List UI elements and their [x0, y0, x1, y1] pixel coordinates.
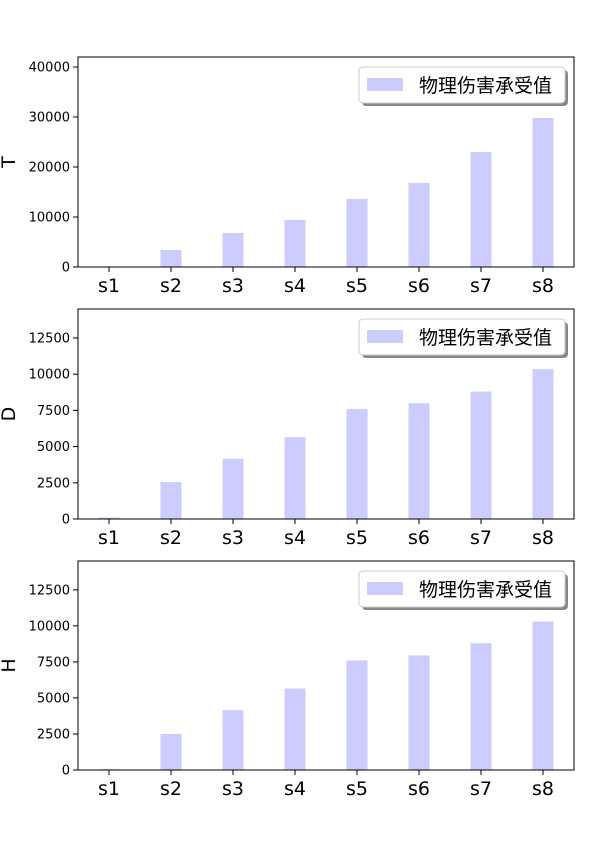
- y-tick-label: 7500: [37, 404, 70, 419]
- y-tick-label: 40000: [29, 61, 70, 76]
- bar-s3: [222, 710, 244, 770]
- x-tick-label: s6: [408, 778, 430, 800]
- chart-panel-2: 0 2500 5000 7500 10000 12500 s1 s2 s3 s4 s5 s6 s7 s8 D…: [0, 308, 575, 549]
- y-tick-label: 0: [62, 764, 70, 779]
- x-tick-label: s7: [470, 275, 492, 297]
- x-tick-label: s5: [346, 275, 368, 297]
- x-tick-label: s3: [222, 275, 244, 297]
- x-tick-label: s6: [408, 527, 430, 549]
- bar-s7: [470, 391, 492, 519]
- y-tick-label: 5000: [37, 440, 70, 455]
- axes-frame: [77, 56, 575, 268]
- bar-s6: [408, 403, 430, 519]
- y-tick-label: 10000: [29, 211, 70, 226]
- legend: 物理伤害承受值: [358, 66, 568, 106]
- legend-swatch: [367, 582, 403, 595]
- axes-frame: [77, 560, 575, 771]
- legend: 物理伤害承受值: [358, 570, 568, 610]
- x-tick-label: s4: [284, 275, 306, 297]
- y-tick-label: 10000: [29, 368, 70, 383]
- bar-s8: [532, 118, 554, 267]
- x-tick-label: s3: [222, 778, 244, 800]
- legend-label: 物理伤害承受值: [419, 75, 552, 97]
- x-tick-label: s5: [346, 778, 368, 800]
- y-tick-label: 20000: [29, 161, 70, 176]
- bar-s6: [408, 655, 430, 770]
- legend-box: [358, 570, 566, 608]
- y-tick-label: 12500: [29, 583, 70, 598]
- y-tick-label: 30000: [29, 111, 70, 126]
- x-tick-label: s3: [222, 527, 244, 549]
- bar-s7: [470, 643, 492, 770]
- y-tick-label: 7500: [37, 655, 70, 670]
- y-tick-label: 5000: [37, 691, 70, 706]
- y-tick-label: 12500: [29, 331, 70, 346]
- x-tick-label: s1: [98, 778, 120, 800]
- x-tick-label: s4: [284, 527, 306, 549]
- x-tick-label: s1: [98, 275, 120, 297]
- legend-box: [358, 318, 566, 356]
- legend-label: 物理伤害承受值: [419, 579, 552, 601]
- x-tick-label: s5: [346, 527, 368, 549]
- x-tick-label: s2: [160, 778, 182, 800]
- x-tick-label: s8: [532, 275, 554, 297]
- x-tick-label: s2: [160, 527, 182, 549]
- x-tick-label: s6: [408, 275, 430, 297]
- legend-swatch: [367, 330, 403, 343]
- bar-s4: [284, 688, 306, 770]
- bar-s7: [470, 152, 492, 267]
- x-tick-label: s7: [470, 527, 492, 549]
- bar-s5: [346, 199, 368, 267]
- y-axis-label: H: [0, 658, 20, 672]
- legend-box: [358, 66, 566, 104]
- chart-panel-3: 0 2500 5000 7500 10000 12500 s1 s2 s3 s4 s5 s6 s7 s8 H…: [0, 560, 575, 800]
- bar-s3: [222, 233, 244, 267]
- legend: 物理伤害承受值: [358, 318, 568, 358]
- y-axis-label: D: [0, 407, 20, 422]
- x-tick-label: s8: [532, 778, 554, 800]
- bar-s3: [222, 458, 244, 519]
- y-tick-label: 0: [62, 513, 70, 528]
- x-tick-label: s2: [160, 275, 182, 297]
- y-tick-label: 10000: [29, 619, 70, 634]
- bar-s8: [532, 621, 554, 770]
- chart-panel-1: 0 10000 20000 30000 40000 s1 s2 s3 s4 s5 s6 s7 s8 T 物理…: [0, 56, 575, 297]
- bar-s2: [160, 482, 182, 519]
- legend-swatch: [367, 78, 403, 91]
- x-tick-label: s8: [532, 527, 554, 549]
- x-tick-label: s7: [470, 778, 492, 800]
- y-axis-label: T: [0, 156, 20, 169]
- bar-s6: [408, 183, 430, 267]
- y-tick-label: 2500: [37, 727, 70, 742]
- axes-frame: [77, 308, 575, 520]
- bar-s5: [346, 660, 368, 770]
- bar-s4: [284, 220, 306, 267]
- y-tick-label: 2500: [37, 476, 70, 491]
- bar-s8: [532, 369, 554, 519]
- x-tick-label: s4: [284, 778, 306, 800]
- legend-label: 物理伤害承受值: [419, 327, 552, 349]
- bar-s2: [160, 250, 182, 267]
- x-tick-label: s1: [98, 527, 120, 549]
- bar-s2: [160, 733, 182, 770]
- bar-s4: [284, 437, 306, 519]
- bar-s1: [98, 517, 120, 519]
- bar-s5: [346, 408, 368, 519]
- y-tick-label: 0: [62, 261, 70, 276]
